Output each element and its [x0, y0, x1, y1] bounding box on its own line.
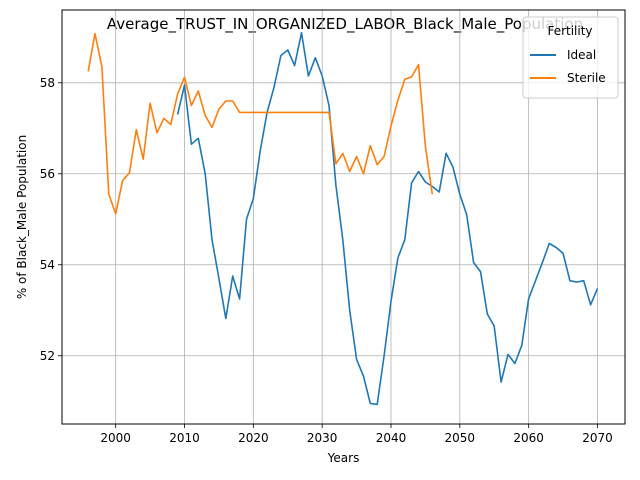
legend-title: Fertility	[547, 24, 592, 38]
legend-label-ideal: Ideal	[567, 48, 596, 62]
x-tick-label: 2040	[376, 431, 407, 445]
plot-frame	[61, 9, 626, 425]
x-axis: 2000 2010 2020 2030 2040 2050 2060 2070	[100, 424, 613, 445]
y-tick-label: 56	[40, 167, 55, 181]
x-tick-label: 2010	[169, 431, 200, 445]
legend: Fertility Ideal Sterile	[522, 16, 619, 99]
chart-title: Average_TRUST_IN_ORGANIZED_LABOR_Black_M…	[107, 15, 583, 34]
y-axis: 52 54 56 58	[40, 76, 62, 363]
x-tick-label: 2020	[238, 431, 269, 445]
x-tick-label: 2070	[582, 431, 613, 445]
y-axis-label: % of Black_Male Population	[15, 135, 29, 299]
series-layer	[87, 31, 599, 406]
series-line-ideal	[176, 31, 599, 406]
y-tick-label: 58	[40, 76, 55, 90]
x-tick-label: 2030	[307, 431, 338, 445]
x-axis-label: Years	[327, 451, 360, 465]
series-line-sterile	[87, 32, 434, 215]
legend-label-sterile: Sterile	[567, 71, 606, 85]
x-tick-label: 2060	[513, 431, 544, 445]
y-tick-label: 54	[40, 258, 55, 272]
x-tick-label: 2000	[100, 431, 131, 445]
x-tick-label: 2050	[445, 431, 476, 445]
y-tick-label: 52	[40, 349, 55, 363]
